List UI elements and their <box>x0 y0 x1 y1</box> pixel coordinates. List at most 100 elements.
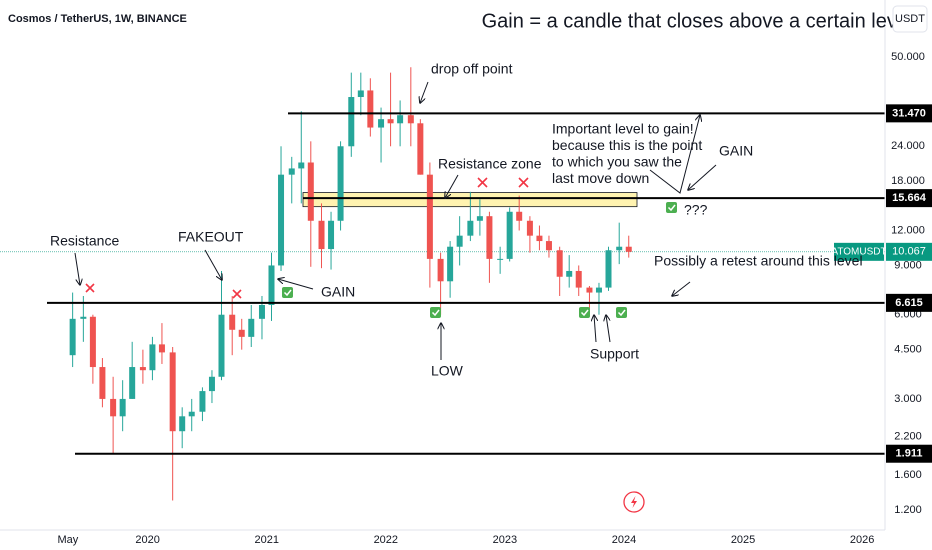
candle-body <box>357 90 364 98</box>
candle-body <box>456 235 463 247</box>
candle-body <box>179 416 186 432</box>
arrow <box>649 115 700 194</box>
level-price-tag <box>886 104 932 123</box>
candle-body <box>378 119 385 128</box>
annotation: LOW <box>431 363 464 379</box>
y-tick-label: 50.000 <box>891 51 925 63</box>
candle-body <box>218 314 225 377</box>
candle-body <box>516 211 523 221</box>
level-price-tag <box>886 293 932 312</box>
last-price-label: 10.067 <box>892 246 926 258</box>
candle-body <box>307 162 314 221</box>
symbol-tag <box>834 242 884 261</box>
candle-body <box>188 411 195 417</box>
candle-body <box>616 246 623 251</box>
x-tick-label: 2026 <box>850 534 874 546</box>
x-mark <box>518 177 529 188</box>
candle-body <box>248 318 255 337</box>
arrow <box>445 174 459 198</box>
candle-body <box>506 211 513 259</box>
candle-body <box>129 367 136 399</box>
candle-body <box>566 270 573 277</box>
candle-body <box>229 314 236 330</box>
symbol-title: Cosmos / TetherUS, 1W, BINANCE <box>8 13 187 25</box>
currency-label[interactable]: USDT <box>895 13 925 25</box>
x-tick-label: 2022 <box>374 534 398 546</box>
annotation: drop off point <box>431 61 513 77</box>
candle-body <box>139 367 146 371</box>
level-price-tag <box>886 189 932 208</box>
check-mark <box>430 307 441 318</box>
annotation: Resistance zone <box>438 156 542 172</box>
candle-body <box>426 174 433 259</box>
x-tick-label: 2020 <box>135 534 159 546</box>
candle-body <box>397 115 404 124</box>
arrow <box>606 315 611 343</box>
check-mark <box>666 202 677 213</box>
candle-body <box>318 220 325 250</box>
x-marks <box>85 177 529 299</box>
x-mark <box>85 283 95 293</box>
candle-body <box>337 146 344 221</box>
y-tick-label: 1.200 <box>894 504 922 516</box>
candle-body <box>605 250 612 288</box>
candle-body <box>497 258 504 260</box>
currency-button[interactable] <box>892 5 928 33</box>
annotation: Important level to gain! <box>552 121 694 137</box>
symbol-tag-label: ATOMUSDT <box>831 246 886 257</box>
x-mark <box>477 177 488 188</box>
candle-body <box>586 287 593 293</box>
arrow <box>672 281 691 296</box>
arrow <box>278 279 314 290</box>
candle-body <box>367 90 374 128</box>
candle-body <box>387 119 394 124</box>
arrows <box>74 81 717 360</box>
y-tick-label: 24.000 <box>891 140 925 152</box>
x-tick-label: 2025 <box>731 534 755 546</box>
price-axis-panel <box>885 0 932 550</box>
level-price-label: 1.911 <box>896 448 923 460</box>
candle-body <box>238 329 245 337</box>
last-price-tag <box>886 242 932 261</box>
candle-body <box>536 235 543 242</box>
check-marks <box>282 202 677 318</box>
x-tick-label: 2021 <box>254 534 278 546</box>
candle-body <box>476 216 483 221</box>
y-tick-label: 3.000 <box>894 393 922 405</box>
candle-body <box>288 168 295 175</box>
y-tick-label: 1.600 <box>894 469 922 481</box>
annotation: because this is the point <box>552 137 702 153</box>
x-tick-label: 2024 <box>612 534 636 546</box>
check-mark <box>282 287 293 298</box>
candle-body <box>328 220 335 250</box>
level-price-label: 15.664 <box>892 192 927 204</box>
candle-body <box>348 97 355 147</box>
candle-body <box>556 250 563 277</box>
y-tick-label: 4.500 <box>894 344 922 356</box>
candle-body <box>486 216 493 259</box>
level-price-label: 6.615 <box>895 297 923 309</box>
candle-body <box>158 344 165 353</box>
arrow <box>420 81 429 103</box>
annotation: GAIN <box>321 284 355 300</box>
annotation: to which you saw the <box>552 154 682 170</box>
candle-body <box>268 265 275 305</box>
annotation: last move down <box>552 170 649 186</box>
x-tick-label: May <box>57 534 78 546</box>
y-tick-label: 2.200 <box>894 431 922 443</box>
alert-icon[interactable] <box>623 491 645 513</box>
annotation: FAKEOUT <box>178 229 244 245</box>
annotation: GAIN <box>719 143 753 159</box>
level-price-tag <box>886 444 932 463</box>
candle-body <box>417 123 424 175</box>
candle-body <box>110 398 117 417</box>
arrow <box>204 249 222 280</box>
candle-body <box>278 174 285 266</box>
check-mark <box>579 307 590 318</box>
candle-body <box>467 220 474 236</box>
candle-body <box>298 162 305 169</box>
candle-body <box>258 304 265 319</box>
x-tick-label: 2023 <box>493 534 517 546</box>
y-tick-label: 12.000 <box>891 224 925 236</box>
